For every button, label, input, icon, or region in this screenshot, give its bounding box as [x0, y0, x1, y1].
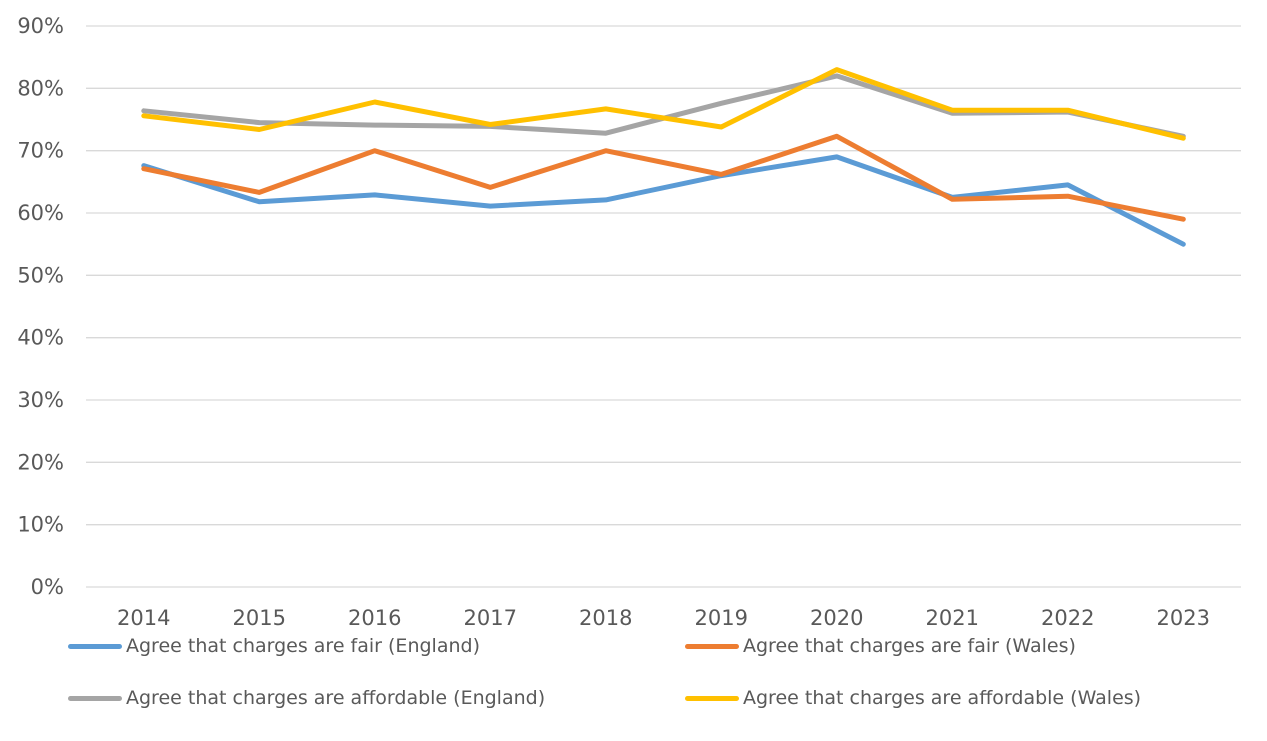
x-tick-label: 2021 — [926, 606, 979, 630]
gridlines — [86, 25, 1241, 588]
series-line-1 — [141, 154, 1186, 247]
y-tick-label: 0% — [31, 575, 64, 599]
y-tick-label: 10% — [17, 513, 64, 537]
y-tick-label: 30% — [17, 388, 64, 412]
x-tick-label: 2014 — [117, 606, 170, 630]
x-tick-label: 2022 — [1041, 606, 1094, 630]
x-tick-label: 2023 — [1157, 606, 1210, 630]
y-tick-label: 70% — [17, 139, 64, 163]
x-tick-label: 2019 — [695, 606, 748, 630]
series-line-4 — [141, 67, 1186, 141]
y-tick-label: 40% — [17, 326, 64, 350]
x-tick-label: 2015 — [233, 606, 286, 630]
x-tick-label: 2018 — [579, 606, 632, 630]
series-line-3 — [141, 73, 1186, 139]
y-tick-label: 20% — [17, 450, 64, 474]
x-tick-label: 2020 — [810, 606, 863, 630]
series-lines — [141, 67, 1186, 247]
y-axis-ticks: 0% 10% 20% 30% 40% 50% 60% 70% 80% 90% — [17, 14, 64, 599]
x-tick-label: 2016 — [348, 606, 401, 630]
x-tick-label: 2017 — [464, 606, 517, 630]
x-axis-ticks: 2014 2015 2016 2017 2018 2019 2020 2021 2022 2023 — [117, 606, 1210, 630]
y-tick-label: 90% — [17, 14, 64, 38]
y-tick-label: 60% — [17, 201, 64, 225]
y-tick-label: 50% — [17, 263, 64, 287]
y-tick-label: 80% — [17, 76, 64, 100]
series-line-2 — [141, 133, 1186, 222]
